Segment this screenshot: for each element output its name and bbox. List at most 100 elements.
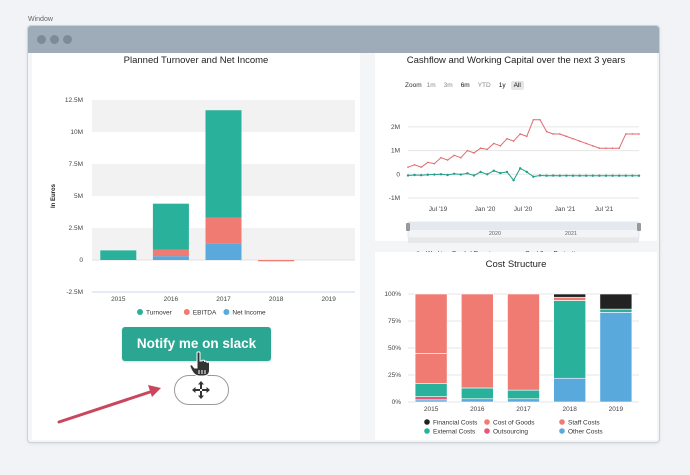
legend-marker [424,419,430,425]
series-point [486,173,489,176]
x-tick-label: 2017 [216,296,231,303]
navigator-left-handle[interactable] [406,223,410,231]
y-tick-label: 0% [392,399,402,406]
y-tick-label: 10M [70,129,83,136]
legend-label: Cost of Goods [493,419,535,426]
zoom-all-button[interactable]: All [510,81,524,90]
series-point [552,174,555,177]
cost-panel: Cost Structure 100% 75% 50% 25% 0% 2015 2016 20… [375,252,657,440]
drag-handle[interactable] [174,375,229,405]
series-point [413,173,416,177]
series-point [427,161,429,164]
series-point [459,173,462,176]
series-point [638,133,640,135]
legend-label: Outsourcing [493,428,528,435]
series-point [413,164,416,166]
bar-other-costs [414,399,448,403]
y-tick-label: 50% [388,345,401,352]
zoom-3m-button[interactable]: 3m [443,82,453,89]
bar-cost-of-goods [414,353,448,384]
legend-marker [137,309,143,315]
series-point [598,174,601,177]
series-point [559,133,561,135]
y-tick-label: 25% [388,372,401,379]
cashflow-chart: 2M 1M 0 -1M Jul '19 Jan '20 Jul '20 Jan '21 Jul … [389,118,641,258]
series-point [446,159,449,161]
legend-label: Financial Costs [433,419,478,426]
series-point [538,174,542,177]
series-point [506,137,508,140]
series-point [406,174,410,177]
y-axis-label: In Euros [51,183,57,208]
zoom-1y-button[interactable]: 1y [498,82,506,89]
series-point [486,148,488,151]
hand-pointer-icon [189,351,210,377]
x-tick-label: 2019 [609,406,624,413]
series-point [479,147,482,149]
series-point [433,162,436,165]
legend-label: Other Costs [568,428,603,435]
series-point [598,147,601,149]
legend-marker [424,428,430,434]
series-point [439,173,443,176]
x-tick-label: 2018 [562,406,577,413]
bar-staff-costs [553,296,586,301]
navigator-right-handle[interactable] [637,223,641,231]
series-point [512,140,515,142]
arrow-icon [57,385,161,424]
bar-turnover [152,203,189,250]
bar-ebitda [152,249,189,257]
x-tick-label: Jul '19 [429,206,448,213]
legend-label: Turnover [146,310,173,317]
y-tick-label: 2M [391,124,400,131]
series-point [624,174,627,177]
series-point [420,166,422,168]
window-close-button[interactable] [37,35,46,44]
series-point [578,140,581,142]
x-tick-label: 2018 [269,296,284,303]
bar-net-income [205,243,242,260]
series-point [565,135,568,138]
series-point [631,133,634,135]
legend-marker [223,309,230,315]
series-point [618,174,621,177]
series-point [440,156,442,159]
series-point [631,174,634,177]
series-point [552,133,554,135]
series-point [611,147,614,149]
x-tick-label: 2019 [321,296,336,303]
series-point [505,170,509,174]
bar-turnover [205,110,242,218]
bar-ebitda [205,217,242,244]
series-point [473,152,475,154]
series-point [479,170,482,174]
series-point [446,173,449,177]
series-point [637,174,641,177]
zoom-ytd-button[interactable]: YTD [477,82,491,89]
y-tick-label: 12.5M [65,97,83,104]
window-titlebar[interactable] [28,26,659,53]
legend-marker [559,419,565,425]
series-point [433,173,436,176]
turnover-chart-title: Planned Turnover and Net Income [123,55,269,66]
series-point [618,147,620,149]
series-point [466,172,469,175]
series-point [519,133,521,135]
bar-turnover [100,250,137,260]
cost-chart: 100% 75% 50% 25% 0% 2015 2016 2017 2018 2019 Finan… [384,291,639,435]
zoom-label: Zoom [405,82,422,89]
turnover-chart: 12.5M 10M 7.5M 5M 2.5M 0 -2.5M In Euros 2015 2016… [51,97,355,317]
bar-outsourcing [414,396,448,401]
y-tick-label: 5M [74,193,83,200]
series-point [453,154,455,157]
x-tick-label: 2015 [424,406,439,413]
window-maximize-button[interactable] [63,35,72,44]
y-tick-label: 100% [384,291,401,298]
series-point [545,174,548,177]
window-minimize-button[interactable] [50,35,59,44]
zoom-1m-button[interactable]: 1m [426,82,436,89]
legend-label: Staff Costs [568,419,600,426]
x-tick-label: Jul '20 [514,206,533,213]
series-point [558,174,561,177]
zoom-6m-button[interactable]: 6m [460,82,470,89]
